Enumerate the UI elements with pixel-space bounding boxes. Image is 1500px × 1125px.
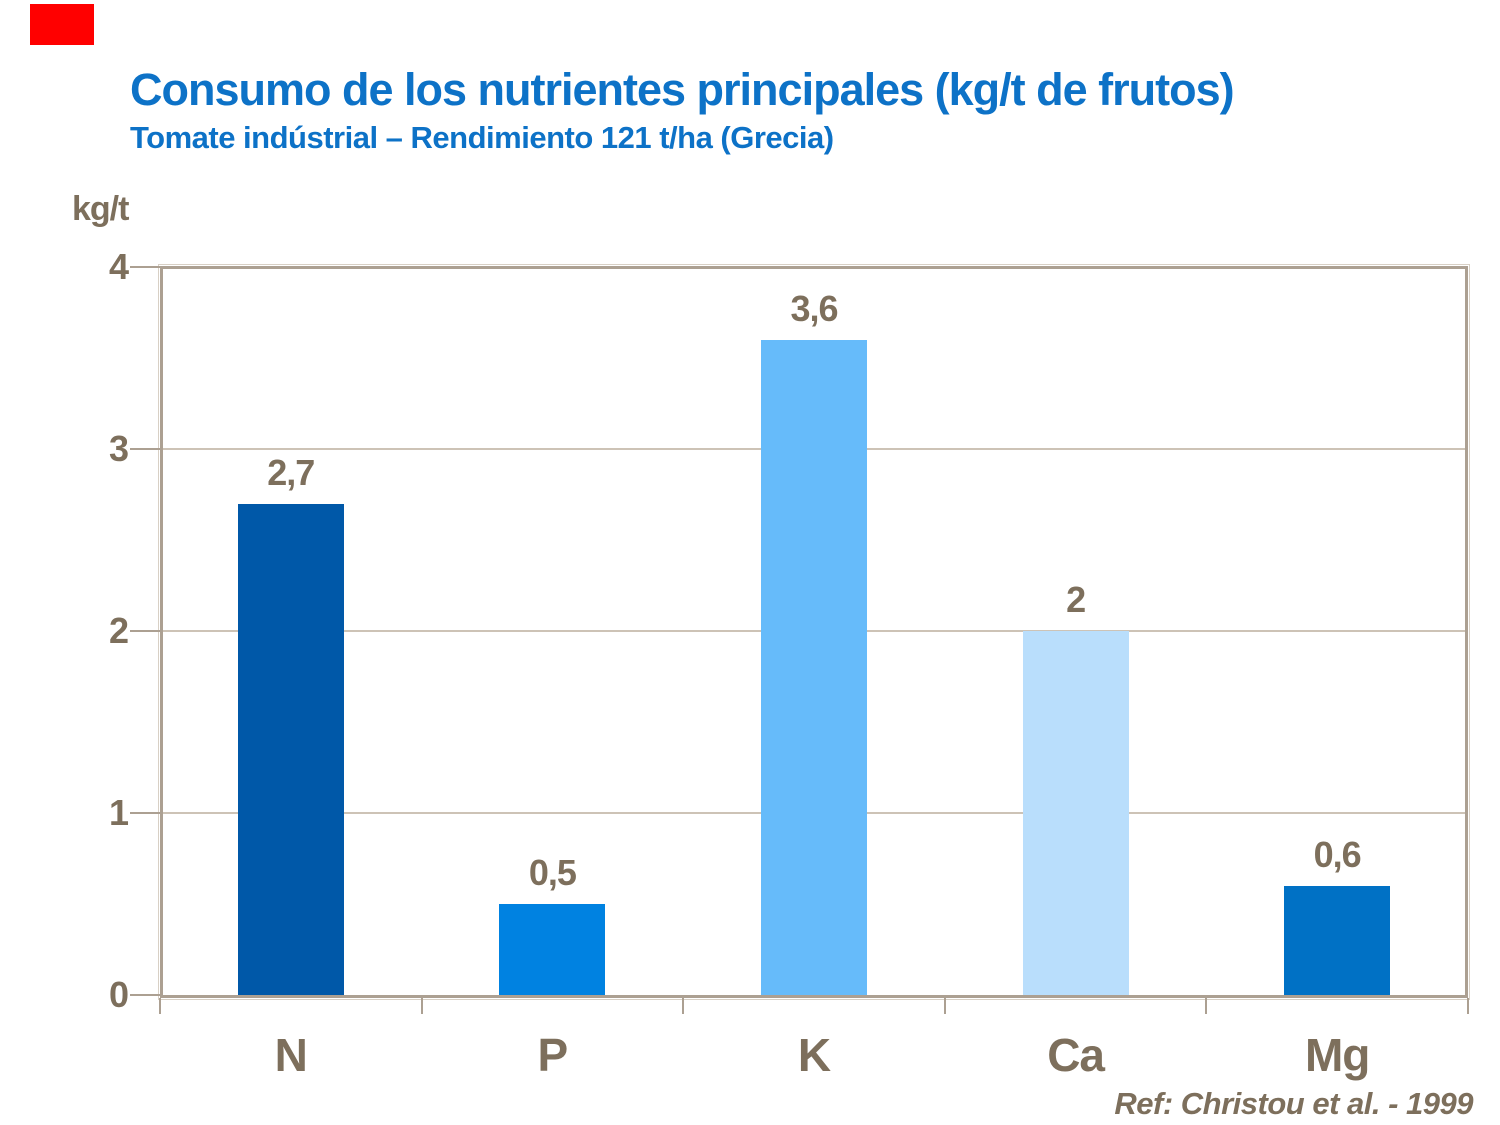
reference-note: Ref: Christou et al. - 1999 — [1114, 1086, 1473, 1121]
x-tick-mark-1 — [420, 998, 423, 1014]
category-label-Ca: Ca — [1047, 1029, 1105, 1081]
category-label-N: N — [274, 1029, 308, 1081]
red-corner-marker — [30, 4, 94, 45]
y-tick-mark-0 — [130, 994, 160, 996]
page-title: Consumo de los nutrientes principales (k… — [130, 64, 1235, 115]
x-tick-mark-0 — [159, 998, 161, 1014]
category-label-Mg: Mg — [1304, 1029, 1370, 1081]
x-tick-mark-5 — [1467, 998, 1469, 1014]
bar-value-label-P: 0,5 — [528, 852, 577, 893]
title-block: Consumo de los nutrientes principales (k… — [130, 66, 1450, 156]
x-tick-mark-4 — [1205, 998, 1208, 1014]
bar-P — [499, 904, 606, 995]
bar-value-label-Mg: 0,6 — [1313, 833, 1362, 875]
category-label-K: K — [797, 1029, 831, 1081]
y-axis-unit-label: kg/t — [72, 190, 129, 228]
bar-value-label-Ca: 2 — [1066, 579, 1086, 620]
bar-value-label-K: 3,6 — [790, 287, 838, 329]
x-tick-mark-3 — [943, 998, 946, 1014]
y-tick-mark-3 — [130, 448, 160, 450]
y-tick-mark-1 — [130, 812, 160, 814]
y-tick-mark-2 — [130, 630, 160, 632]
y-tick-label-0: 0 — [108, 974, 129, 1015]
x-tick-mark-2 — [682, 998, 685, 1014]
bar-Ca — [1022, 631, 1129, 995]
bar-value-label-N: 2,7 — [267, 451, 315, 493]
bar-N — [237, 503, 344, 995]
y-tick-label-1: 1 — [108, 792, 129, 833]
category-label-P: P — [537, 1029, 569, 1081]
bar-Mg — [1284, 885, 1391, 995]
y-tick-label-4: 4 — [108, 246, 129, 287]
y-tick-label-3: 3 — [108, 428, 129, 469]
page-subtitle: Tomate indústrial – Rendimiento 121 t/ha… — [130, 120, 834, 156]
y-tick-label-2: 2 — [108, 610, 129, 651]
y-tick-mark-4 — [130, 266, 160, 268]
bar-K — [761, 339, 867, 995]
